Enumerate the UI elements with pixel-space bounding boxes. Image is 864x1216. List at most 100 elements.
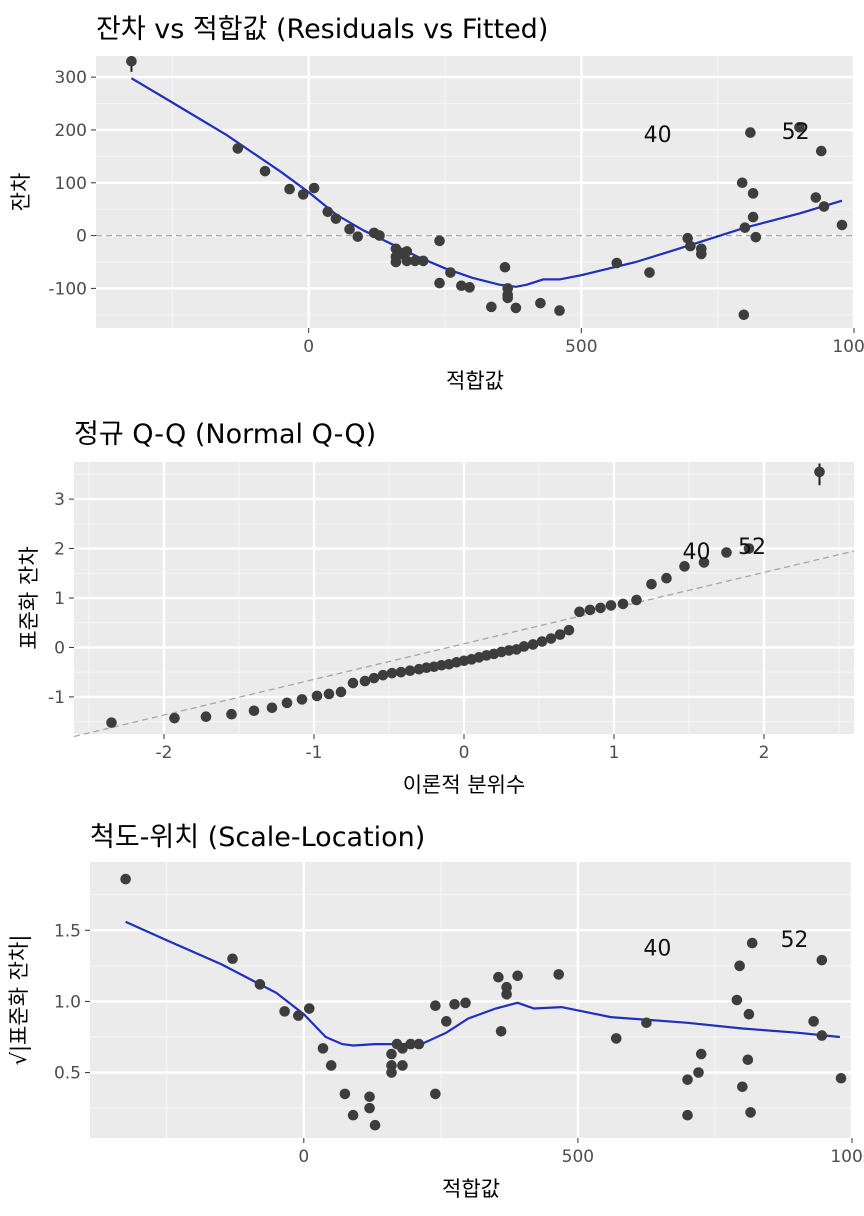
data-point	[434, 235, 445, 247]
data-point	[685, 240, 696, 252]
data-point	[409, 255, 421, 267]
data-point	[325, 1060, 337, 1071]
data-point	[742, 1054, 754, 1066]
data-point	[698, 557, 710, 568]
y-tick-label: 100	[55, 174, 87, 194]
data-point	[293, 1010, 304, 1021]
data-point	[397, 1043, 408, 1054]
x-tick-label: 0	[459, 743, 470, 763]
data-point	[227, 953, 238, 965]
data-point	[248, 705, 260, 717]
point-label: 40	[683, 540, 711, 565]
point-label: 52	[738, 535, 766, 560]
chart-panel-2: 정규 Q-Q (Normal Q-Q) -2 -1 0 1 2 -1 0 1 2 3 40 52 이론적 …	[17, 419, 855, 797]
data-point	[794, 122, 805, 133]
data-point	[554, 305, 565, 316]
data-point	[281, 697, 293, 709]
x-tick-label: 0	[303, 337, 314, 357]
data-point	[836, 219, 848, 231]
chart-title: 정규 Q-Q (Normal Q-Q)	[74, 419, 376, 450]
data-point	[536, 636, 548, 647]
data-point	[563, 624, 575, 636]
data-point	[126, 55, 137, 67]
data-point	[106, 717, 117, 728]
data-point	[518, 641, 530, 652]
data-point	[734, 960, 745, 972]
y-tick-label: 1.5	[54, 921, 81, 941]
data-point	[745, 127, 756, 138]
data-point	[512, 970, 523, 982]
chart-panel-1: 잔차 vs 적합값 (Residuals vs Fitted)05001000-…	[9, 14, 864, 393]
x-tick-label: -1	[306, 743, 323, 763]
data-point	[254, 979, 266, 990]
data-point	[322, 206, 334, 218]
data-point	[308, 182, 320, 194]
y-tick-label: 300	[55, 68, 87, 88]
data-point	[226, 708, 237, 720]
data-point	[401, 255, 413, 267]
data-point	[456, 280, 467, 292]
smooth-trend-line	[130, 77, 843, 288]
data-point	[259, 165, 271, 177]
data-point	[266, 702, 278, 714]
data-point	[631, 594, 642, 606]
data-point	[430, 1088, 441, 1100]
data-point	[493, 971, 504, 983]
data-point	[584, 604, 596, 616]
data-point	[646, 578, 657, 590]
data-point	[527, 639, 539, 650]
data-point	[501, 981, 512, 993]
data-point	[743, 1008, 755, 1020]
data-point	[641, 1017, 652, 1029]
data-point	[644, 267, 655, 278]
data-point	[386, 1067, 397, 1078]
data-point	[120, 873, 131, 885]
data-point	[369, 1119, 381, 1131]
data-point	[679, 561, 690, 572]
data-point	[352, 231, 364, 242]
plot-panel-background	[90, 862, 852, 1138]
data-point	[554, 629, 566, 640]
data-point	[595, 602, 606, 614]
data-point	[303, 1003, 315, 1014]
data-point	[682, 1074, 693, 1085]
data-point	[397, 1060, 408, 1071]
chart-title: 잔차 vs 적합값 (Residuals vs Fitted)	[96, 14, 548, 45]
data-point	[296, 694, 308, 705]
data-point	[364, 1102, 375, 1114]
data-point	[317, 1043, 329, 1054]
data-point	[417, 255, 429, 267]
data-point	[818, 201, 830, 212]
data-point	[464, 282, 475, 293]
data-point	[747, 188, 759, 199]
data-point	[495, 1025, 507, 1037]
data-point	[815, 145, 827, 157]
data-point	[750, 231, 762, 243]
data-point	[545, 633, 557, 644]
data-point	[279, 1006, 290, 1017]
y-tick-label: 1.0	[54, 992, 81, 1012]
data-point	[486, 301, 497, 313]
data-point	[297, 189, 309, 200]
data-point	[814, 466, 825, 478]
data-point	[368, 672, 380, 684]
data-point	[441, 1016, 452, 1027]
data-point	[449, 998, 460, 1010]
data-point	[401, 246, 413, 257]
data-point	[460, 997, 471, 1009]
data-point	[731, 994, 743, 1006]
data-point	[323, 688, 335, 700]
x-axis-title: 적합값	[446, 369, 504, 393]
x-tick-label: 1	[609, 743, 620, 763]
data-point	[364, 1091, 375, 1103]
y-tick-label: 2	[54, 540, 65, 560]
data-point	[605, 600, 617, 611]
data-point	[386, 667, 398, 679]
data-point	[404, 665, 416, 676]
x-tick-label: 500	[565, 337, 597, 357]
data-point	[610, 1033, 622, 1044]
data-point	[395, 666, 407, 678]
data-point	[611, 257, 623, 269]
data-point	[390, 256, 402, 268]
data-point	[430, 1000, 441, 1011]
